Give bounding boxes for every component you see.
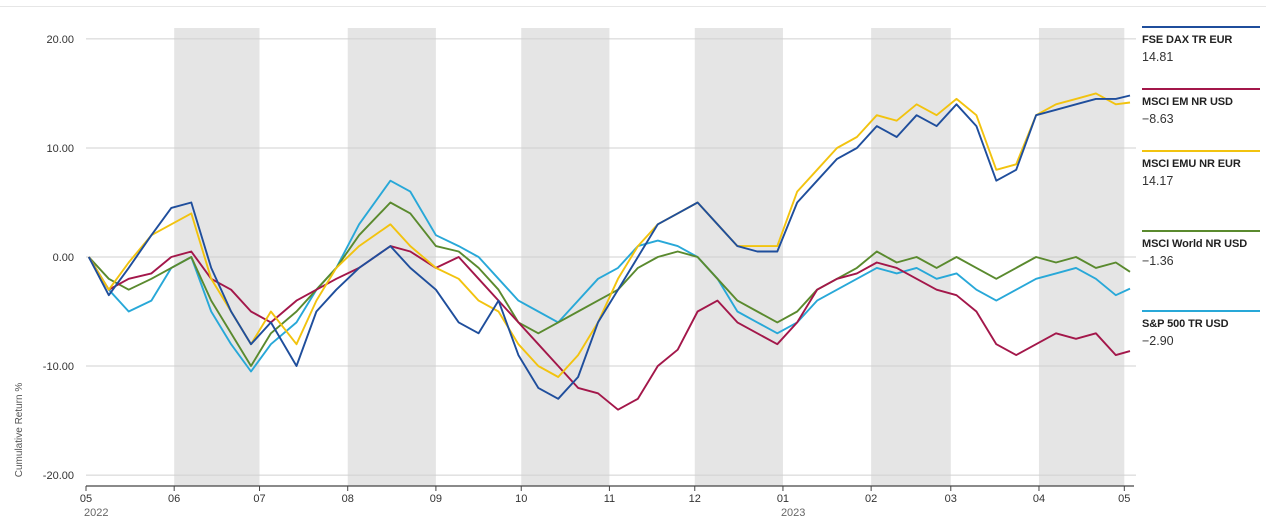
legend-item-sp500: S&P 500 TR USD −2.90 — [1142, 310, 1260, 372]
series-line-msci-world-nr-usd — [88, 201, 1131, 367]
x-tick-labels: 05 2022 06 07 08 09 10 11 12 01 2023 02 03 04 05 — [80, 486, 1130, 519]
top-divider — [0, 6, 1266, 7]
x-tick-label: 04 — [1033, 493, 1045, 505]
legend: FSE DAX TR EUR 14.81 MSCI EM NR USD −8.6… — [1142, 26, 1260, 372]
x-tick-label: 12 — [689, 493, 701, 505]
y-tick-label: -10.00 — [43, 361, 74, 373]
legend-value: 14.17 — [1142, 174, 1174, 188]
legend-item-msci-emu: MSCI EMU NR EUR 14.17 — [1142, 150, 1260, 230]
series-line-fse-dax-tr-eur — [87, 94, 1131, 400]
legend-name: MSCI EM NR USD — [1142, 96, 1233, 108]
x-tick-label: 08 — [342, 493, 354, 505]
y-tick-label: 20.00 — [46, 34, 74, 46]
x-tick-label: 05 — [1118, 493, 1130, 505]
y-axis-label: Cumulative Return % — [14, 383, 25, 478]
x-tick-label: 02 — [865, 493, 877, 505]
x-tick-label: 09 — [430, 493, 442, 505]
legend-name: FSE DAX TR EUR — [1142, 34, 1233, 46]
legend-item-msci-world: MSCI World NR USD −1.36 — [1142, 230, 1260, 310]
legend-value: 14.81 — [1142, 50, 1174, 64]
x-tick-label: 06 — [168, 493, 180, 505]
y-tick-label: 0.00 — [53, 252, 74, 264]
y-tick-label: 10.00 — [46, 143, 74, 155]
y-tick-label: -20.00 — [43, 470, 74, 482]
series-line-msci-emu-nr-eur — [87, 92, 1131, 378]
legend-name: MSCI World NR USD — [1142, 238, 1248, 250]
x-year-label: 2022 — [84, 507, 108, 519]
x-year-label: 2023 — [781, 507, 805, 519]
legend-name: S&P 500 TR USD — [1142, 318, 1229, 330]
gridlines — [86, 38, 1136, 487]
x-tick-label: 07 — [253, 493, 265, 505]
x-tick-label: 05 — [80, 493, 92, 505]
legend-value: −1.36 — [1142, 254, 1174, 268]
x-tick-label: 10 — [515, 493, 527, 505]
x-tick-label: 01 — [777, 493, 789, 505]
series-line-msci-em-nr-usd — [87, 245, 1131, 411]
x-tick-label: 11 — [604, 493, 615, 505]
series-line-s-p-500-tr-usd — [87, 179, 1131, 373]
legend-name: MSCI EMU NR EUR — [1142, 158, 1241, 170]
legend-value: −2.90 — [1142, 334, 1174, 348]
legend-item-msci-em: MSCI EM NR USD −8.63 — [1142, 88, 1260, 150]
legend-item-dax: FSE DAX TR EUR 14.81 — [1142, 26, 1260, 88]
series-lines — [87, 92, 1131, 411]
x-tick-label: 03 — [945, 493, 957, 505]
legend-value: −8.63 — [1142, 112, 1174, 126]
y-tick-labels: 20.00 10.00 0.00 -10.00 -20.00 — [43, 34, 74, 482]
